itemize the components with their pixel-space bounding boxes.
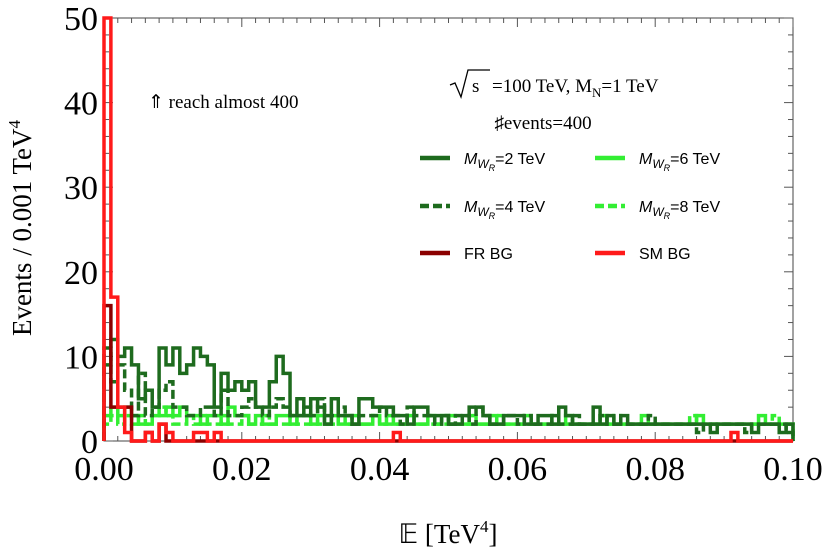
- x-axis-title: 𝔼 [TeV4]: [398, 517, 497, 549]
- reach-annotation: ⇑ reach almost 400: [148, 92, 298, 113]
- y-tick-label: 20: [64, 255, 98, 292]
- legend-label: MWR=8 TeV: [639, 199, 720, 221]
- y-tick-label: 40: [64, 86, 98, 123]
- legend-label: MWR=2 TeV: [464, 151, 545, 173]
- svg-text:=100 TeV, MN=1 TeV: =100 TeV, MN=1 TeV: [492, 76, 659, 100]
- series-m-wr-2-tev: [102, 337, 795, 441]
- tick-labels: 0.00 0.02 0.04 0.06 0.08 0.10 0 10 20 30 40 50: [64, 1, 823, 488]
- x-tick-label: 0.02: [212, 451, 272, 488]
- legend-label: FR BG: [464, 246, 513, 263]
- x-tick-label: 0.04: [350, 451, 410, 488]
- x-tick-label: 0.06: [488, 451, 548, 488]
- sqrt-sign-icon: [449, 69, 490, 100]
- x-tick-label: 0.00: [74, 451, 134, 488]
- legend-label: SM BG: [639, 246, 691, 263]
- legend-label: MWR=6 TeV: [639, 151, 720, 173]
- legend-label: MWR=4 TeV: [464, 199, 545, 221]
- x-tick-label: 0.10: [763, 451, 823, 488]
- series-layer: [102, 16, 795, 443]
- sqrt-s-annotation: s =100 TeV, MN=1 TeV: [449, 69, 659, 100]
- y-axis-title: Events / 0.001 TeV4: [5, 119, 37, 336]
- x-tick-label: 0.08: [625, 451, 685, 488]
- events-annotation: ♯events=400: [494, 113, 591, 134]
- svg-text:s: s: [472, 76, 479, 97]
- series-sm-bg: [102, 16, 793, 443]
- y-tick-label: 10: [64, 339, 98, 376]
- axis-ticks: [103, 17, 794, 442]
- y-tick-label: 50: [64, 1, 98, 38]
- legend: MWR=2 TeV MWR=6 TeV MWR=4 TeV MWR=8 TeV FR B…: [420, 151, 720, 263]
- y-tick-label: 30: [64, 170, 98, 207]
- y-tick-label: 0: [81, 424, 98, 461]
- plot-frame: [103, 17, 794, 442]
